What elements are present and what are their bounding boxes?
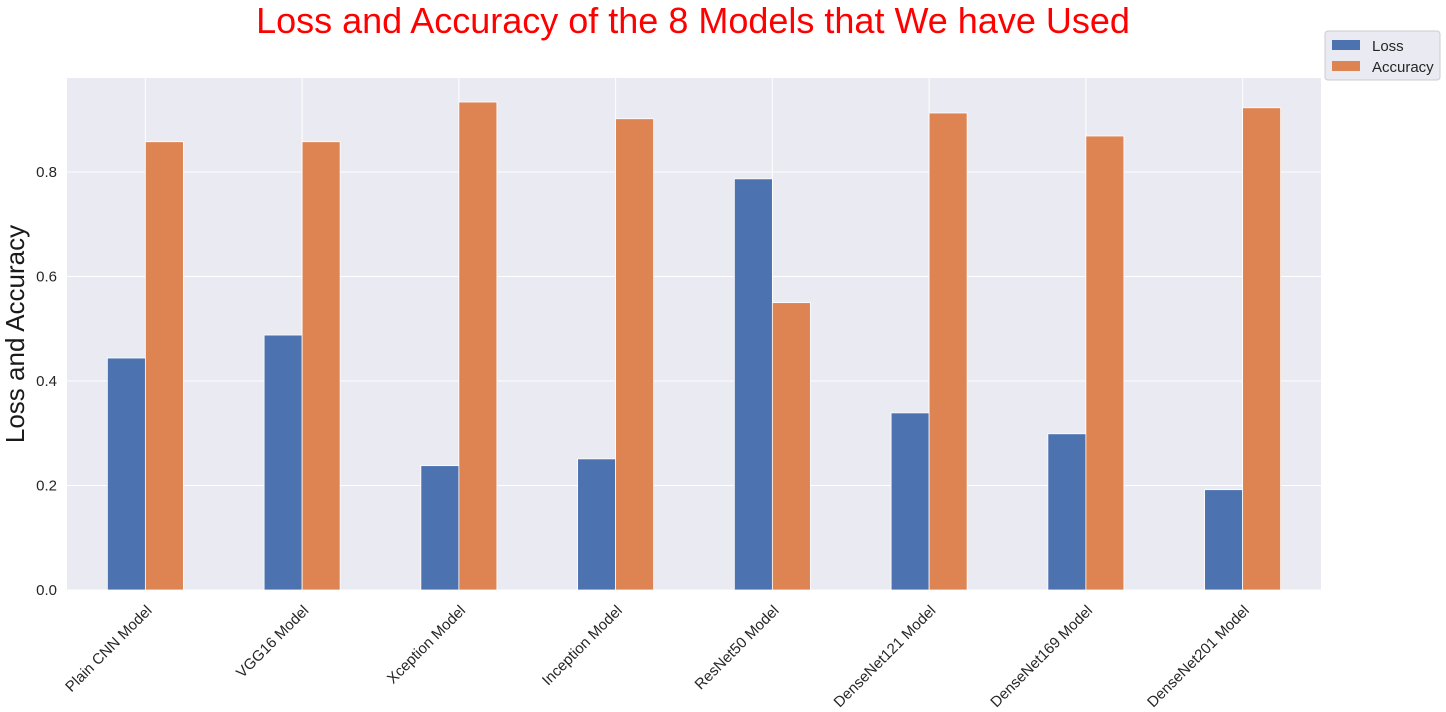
x-axis-ticks: Plain CNN Model VGG16 Model Xception Model… <box>62 602 1253 711</box>
legend-swatch-accuracy <box>1332 61 1360 71</box>
bar-loss-3 <box>420 465 460 591</box>
y-tick-label: 0.6 <box>36 269 57 286</box>
x-tick-label: ResNet50 Model <box>692 602 783 693</box>
bar-loss-6 <box>890 412 930 591</box>
y-axis-ticks: 0.0 0.2 0.4 0.6 0.8 <box>36 164 57 599</box>
x-tick-label: VGG16 Model <box>233 602 312 681</box>
bar-accuracy-5 <box>771 302 811 591</box>
bars <box>106 101 1282 591</box>
x-tick-label: DenseNet121 Model <box>831 602 940 711</box>
x-tick-label: DenseNet169 Model <box>987 602 1096 711</box>
bar-accuracy-2 <box>301 141 341 591</box>
bar-loss-7 <box>1047 433 1087 591</box>
legend-swatch-loss <box>1332 40 1360 50</box>
y-tick-label: 0.8 <box>36 164 57 181</box>
legend: Loss Accuracy <box>1324 30 1441 81</box>
bar-loss-8 <box>1204 489 1244 591</box>
bar-loss-5 <box>733 178 773 591</box>
x-tick-label: Plain CNN Model <box>62 602 155 695</box>
legend-label-accuracy: Accuracy <box>1372 59 1434 76</box>
legend-label-loss: Loss <box>1372 38 1404 55</box>
bar-accuracy-7 <box>1085 135 1125 591</box>
y-axis-label: Loss and Accuracy <box>0 225 30 443</box>
bar-accuracy-8 <box>1242 107 1282 591</box>
bar-accuracy-3 <box>458 101 498 591</box>
y-tick-label: 0.4 <box>36 373 57 390</box>
y-tick-label: 0.0 <box>36 582 57 599</box>
chart-title: Loss and Accuracy of the 8 Models that W… <box>256 0 1130 41</box>
bar-accuracy-6 <box>928 112 968 591</box>
bar-loss-4 <box>577 458 617 591</box>
x-tick-label: Inception Model <box>539 602 626 689</box>
bar-accuracy-1 <box>144 141 184 591</box>
bar-accuracy-4 <box>615 118 655 591</box>
bar-loss-1 <box>106 357 146 591</box>
y-tick-label: 0.2 <box>36 478 57 495</box>
bar-loss-2 <box>263 334 303 591</box>
x-tick-label: DenseNet201 Model <box>1144 602 1253 711</box>
x-tick-label: Xception Model <box>384 602 469 687</box>
plot-background <box>67 78 1321 590</box>
